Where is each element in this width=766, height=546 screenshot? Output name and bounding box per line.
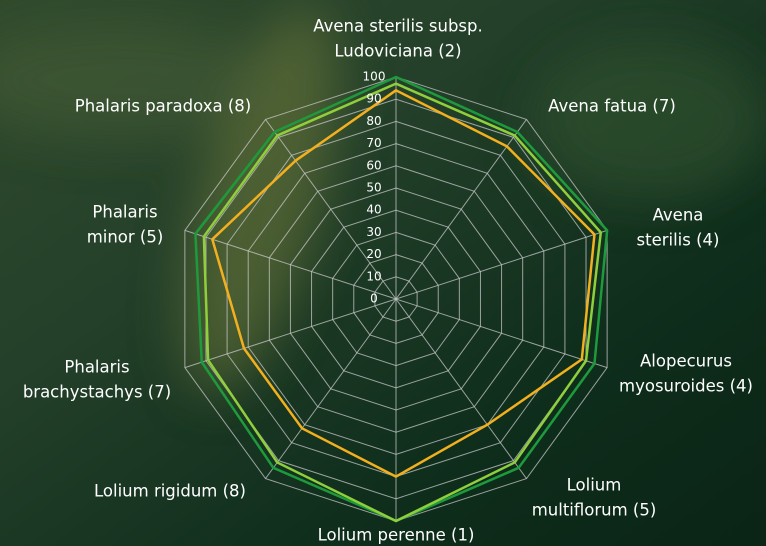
spoke <box>265 119 397 300</box>
category-label: Phalaris <box>64 358 129 377</box>
category-label: Lolium <box>567 476 622 495</box>
category-label: myosuroides (4) <box>619 377 753 396</box>
grid <box>184 76 608 522</box>
spoke <box>395 298 608 369</box>
category-label: Avena sterilis subsp. <box>313 17 483 36</box>
labels: 0 10 20 30 40 50 60 70 80 90 100 Avena sterilis sub… <box>23 17 753 545</box>
background-glow <box>0 6 766 394</box>
category-label: Avena <box>653 206 704 225</box>
category-label: minor (5) <box>87 228 164 247</box>
spoke <box>395 119 527 300</box>
category-label: Lolium perenne (1) <box>318 526 475 545</box>
r-tick-label: 70 <box>366 136 381 150</box>
category-label: sterilis (4) <box>637 231 720 250</box>
r-tick-label: 0 <box>370 292 378 306</box>
category-label: brachystachys (7) <box>23 383 171 402</box>
category-label: Phalaris paradoxa (8) <box>75 97 251 116</box>
category-label: multiflorum (5) <box>532 501 657 520</box>
category-label: Alopecurus <box>640 352 732 371</box>
r-tick-label: 40 <box>366 203 381 217</box>
spoke <box>265 298 397 479</box>
spoke <box>184 298 397 369</box>
spoke <box>395 298 527 479</box>
r-tick-label: 60 <box>366 158 381 172</box>
r-tick-label: 20 <box>366 247 381 261</box>
r-tick-label: 100 <box>363 70 386 84</box>
category-label: Avena fatua (7) <box>548 97 676 116</box>
r-tick-label: 80 <box>366 114 381 128</box>
series-line <box>202 82 603 523</box>
r-tick-label: 10 <box>366 269 381 283</box>
category-label: Ludoviciana (2) <box>334 42 461 61</box>
r-tick-label: 90 <box>366 92 381 106</box>
plot <box>194 75 609 523</box>
category-label: Phalaris <box>92 203 157 222</box>
category-label: Lolium rigidum (8) <box>94 482 246 501</box>
r-tick-label: 50 <box>366 181 381 195</box>
r-tick-label: 30 <box>366 225 381 239</box>
spoke <box>395 229 608 300</box>
series-line <box>211 89 596 478</box>
spoke <box>184 229 397 300</box>
